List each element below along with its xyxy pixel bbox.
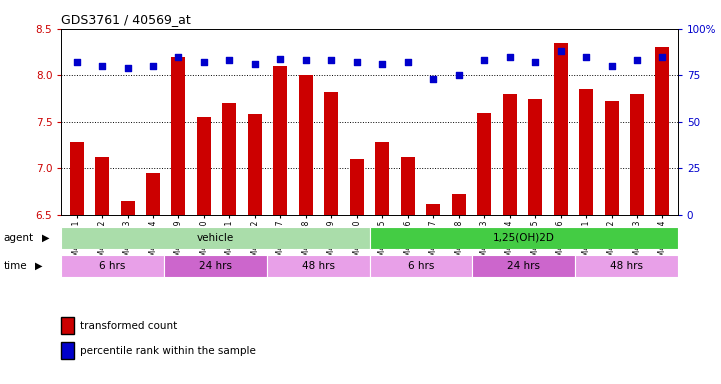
- Bar: [222, 103, 236, 215]
- Text: 48 hrs: 48 hrs: [301, 261, 335, 271]
- Text: 6 hrs: 6 hrs: [407, 261, 434, 271]
- Text: ▶: ▶: [35, 261, 43, 271]
- Point: [631, 57, 642, 63]
- Point: [249, 61, 261, 67]
- Bar: [370, 227, 678, 249]
- Bar: [579, 89, 593, 215]
- Point: [657, 54, 668, 60]
- Point: [351, 59, 363, 65]
- Text: 24 hrs: 24 hrs: [507, 261, 540, 271]
- Text: vehicle: vehicle: [197, 233, 234, 243]
- Point: [224, 57, 235, 63]
- Point: [453, 72, 464, 78]
- Bar: [472, 255, 575, 277]
- Point: [71, 59, 82, 65]
- Bar: [503, 94, 517, 215]
- Bar: [172, 57, 185, 215]
- Text: percentile rank within the sample: percentile rank within the sample: [80, 346, 256, 356]
- Point: [122, 65, 133, 71]
- Point: [504, 54, 516, 60]
- Bar: [575, 255, 678, 277]
- Bar: [477, 113, 491, 215]
- Bar: [267, 255, 370, 277]
- Point: [198, 59, 210, 65]
- Bar: [451, 194, 466, 215]
- Point: [173, 54, 185, 60]
- Bar: [401, 157, 415, 215]
- Text: transformed count: transformed count: [80, 321, 177, 331]
- Bar: [528, 99, 542, 215]
- Bar: [146, 173, 160, 215]
- Bar: [248, 114, 262, 215]
- Point: [376, 61, 388, 67]
- Text: agent: agent: [4, 233, 34, 243]
- Bar: [324, 92, 338, 215]
- Text: GDS3761 / 40569_at: GDS3761 / 40569_at: [61, 13, 191, 26]
- Text: ▶: ▶: [42, 233, 49, 243]
- Point: [326, 57, 337, 63]
- Text: 1,25(OH)2D: 1,25(OH)2D: [492, 233, 554, 243]
- Bar: [95, 157, 109, 215]
- Point: [300, 57, 311, 63]
- Point: [97, 63, 108, 69]
- Text: 6 hrs: 6 hrs: [99, 261, 126, 271]
- Text: 24 hrs: 24 hrs: [199, 261, 232, 271]
- Point: [402, 59, 413, 65]
- Point: [580, 54, 592, 60]
- Point: [529, 59, 541, 65]
- Point: [478, 57, 490, 63]
- Bar: [273, 66, 288, 215]
- Bar: [350, 159, 364, 215]
- Point: [554, 48, 566, 54]
- Text: 48 hrs: 48 hrs: [610, 261, 643, 271]
- Bar: [370, 255, 472, 277]
- Point: [428, 76, 439, 82]
- Point: [606, 63, 617, 69]
- Bar: [61, 255, 164, 277]
- Point: [275, 56, 286, 62]
- Bar: [604, 101, 619, 215]
- Bar: [61, 227, 370, 249]
- Bar: [630, 94, 644, 215]
- Text: time: time: [4, 261, 27, 271]
- Bar: [655, 47, 670, 215]
- Bar: [197, 117, 211, 215]
- Bar: [298, 75, 313, 215]
- Bar: [164, 255, 267, 277]
- Bar: [69, 142, 84, 215]
- Bar: [426, 204, 441, 215]
- Bar: [375, 142, 389, 215]
- Bar: [554, 43, 567, 215]
- Bar: [120, 201, 135, 215]
- Point: [147, 63, 159, 69]
